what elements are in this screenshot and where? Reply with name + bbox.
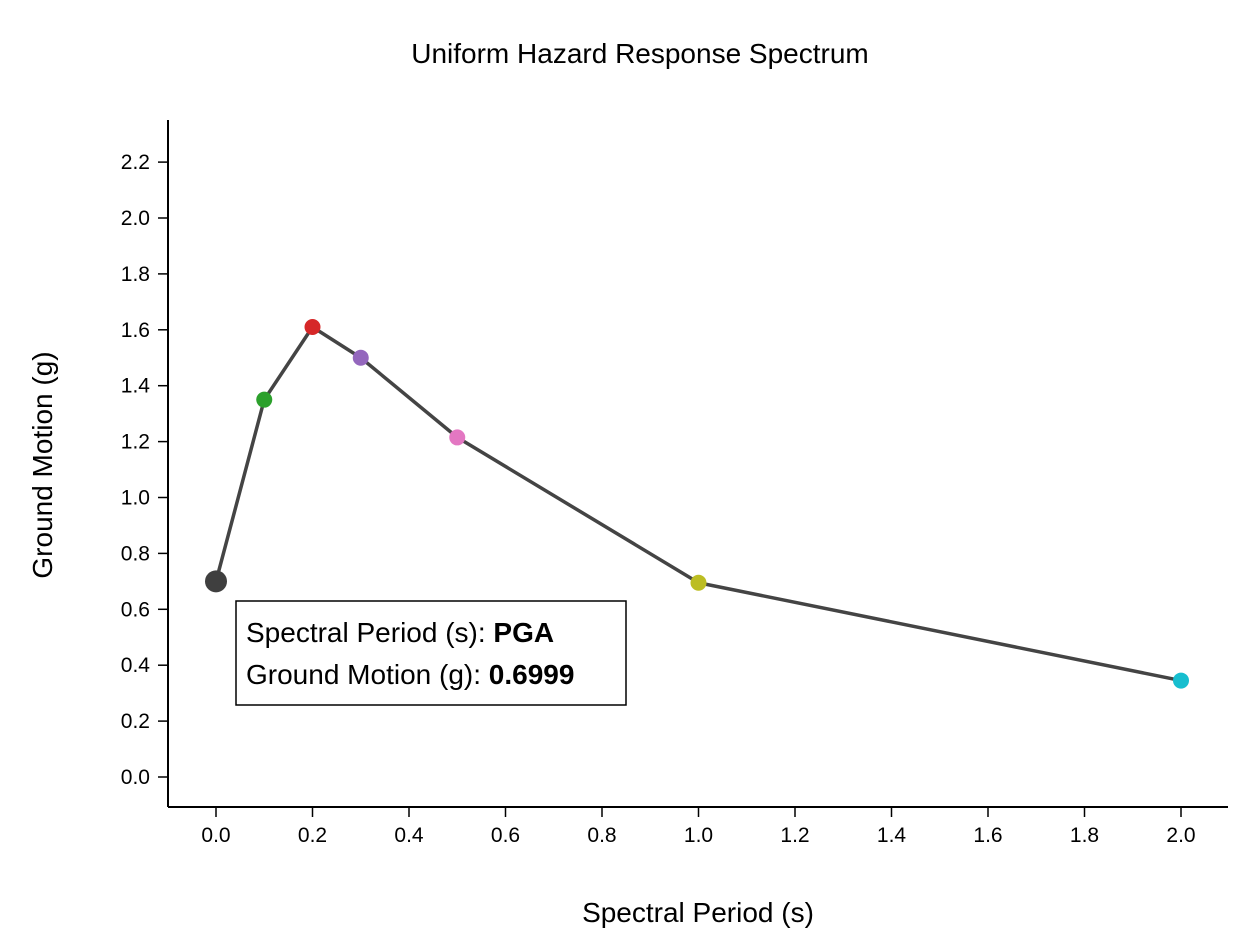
tooltip-motion-line: Ground Motion (g): 0.6999 (246, 659, 574, 690)
data-point (256, 391, 273, 408)
y-tick-label: 1.0 (121, 487, 150, 510)
plot-area (205, 319, 1189, 689)
chart-title: Uniform Hazard Response Spectrum (411, 38, 869, 69)
x-tick-label: 1.2 (780, 824, 809, 847)
data-point (690, 574, 707, 591)
tooltip-box (235, 600, 627, 706)
tooltip-period-value: PGA (493, 617, 554, 648)
y-axis-title: Ground Motion (g) (27, 351, 58, 578)
x-tick-label: 1.0 (684, 824, 713, 847)
data-point (449, 429, 466, 446)
x-tick-label: 0.2 (298, 824, 327, 847)
hover-tooltip: Spectral Period (s): PGA Ground Motion (… (235, 600, 627, 706)
y-tick-label: 1.6 (121, 319, 150, 342)
y-tick-label: 1.2 (121, 431, 150, 454)
tooltip-motion-label: Ground Motion (g): (246, 659, 489, 690)
x-axis-title: Spectral Period (s) (582, 897, 814, 928)
y-tick-label: 0.8 (121, 542, 150, 565)
y-tick-label: 2.2 (121, 151, 150, 174)
data-point (352, 349, 369, 366)
x-tick-label: 0.0 (201, 824, 230, 847)
data-point (304, 319, 321, 336)
x-tick-label: 0.4 (394, 824, 424, 847)
y-tick-label: 1.4 (121, 375, 151, 398)
data-point (205, 570, 227, 593)
y-tick-label: 0.0 (121, 766, 150, 789)
tooltip-period-line: Spectral Period (s): PGA (246, 617, 554, 648)
x-tick-label: 1.8 (1070, 824, 1099, 847)
tooltip-motion-value: 0.6999 (489, 659, 575, 690)
data-point (1173, 672, 1189, 689)
x-tick-label: 1.4 (877, 824, 907, 847)
y-tick-label: 0.2 (121, 710, 150, 733)
y-tick-label: 1.8 (121, 263, 150, 286)
y-tick-label: 0.4 (121, 654, 151, 677)
x-tick-label: 0.8 (587, 824, 616, 847)
x-axis: 0.0 0.2 0.4 0.6 0.8 1.0 1.2 1.4 1.6 1.8 2.0 (168, 806, 1228, 847)
tooltip-period-label: Spectral Period (s): (246, 617, 493, 648)
x-tick-label: 2.0 (1166, 824, 1195, 847)
y-tick-label: 2.0 (121, 207, 150, 230)
x-tick-label: 0.6 (491, 824, 520, 847)
x-tick-label: 1.6 (973, 824, 1002, 847)
y-tick-label: 0.6 (121, 598, 150, 621)
y-axis: 0.0 0.2 0.4 0.6 0.8 1.0 1.2 1.4 1.6 1.8 2.0 2.2 (121, 120, 169, 807)
